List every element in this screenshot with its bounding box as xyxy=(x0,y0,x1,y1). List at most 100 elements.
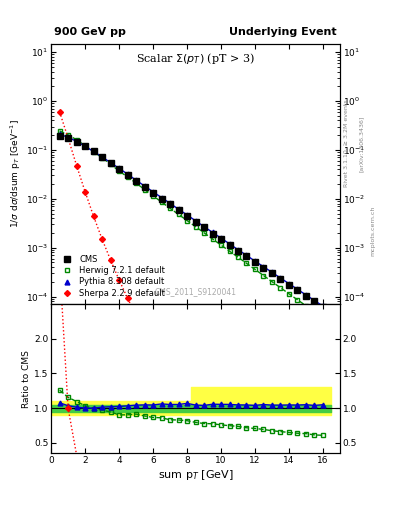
Line: Pythia 8.308 default: Pythia 8.308 default xyxy=(57,132,325,309)
Text: 900 GeV pp: 900 GeV pp xyxy=(54,27,126,37)
Sherpa 2.2.9 default xyxy=(66,135,70,141)
Pythia 8.308 default xyxy=(219,235,223,241)
Pythia 8.308 default xyxy=(91,148,96,155)
Pythia 8.308 default xyxy=(321,303,325,309)
CMS xyxy=(193,219,198,225)
Pythia 8.308 default xyxy=(286,281,291,287)
CMS xyxy=(176,207,181,214)
CMS xyxy=(253,259,257,265)
Herwig 7.2.1 default xyxy=(286,291,291,297)
Pythia 8.308 default xyxy=(117,165,121,172)
CMS xyxy=(134,178,138,184)
Text: CMS_2011_S9120041: CMS_2011_S9120041 xyxy=(154,287,237,296)
Pythia 8.308 default xyxy=(142,183,147,189)
Sherpa 2.2.9 default xyxy=(117,277,121,283)
Pythia 8.308 default xyxy=(100,154,105,160)
Herwig 7.2.1 default xyxy=(304,303,309,309)
Herwig 7.2.1 default xyxy=(236,254,241,260)
CMS xyxy=(321,304,325,310)
Pythia 8.308 default xyxy=(261,264,266,270)
Herwig 7.2.1 default xyxy=(227,248,232,254)
Herwig 7.2.1 default xyxy=(66,132,70,138)
CMS xyxy=(142,184,147,190)
Pythia 8.308 default xyxy=(66,134,70,140)
Herwig 7.2.1 default xyxy=(219,242,223,248)
CMS xyxy=(286,282,291,288)
CMS xyxy=(168,201,173,207)
Line: Herwig 7.2.1 default: Herwig 7.2.1 default xyxy=(57,129,325,320)
CMS xyxy=(261,265,266,271)
Herwig 7.2.1 default xyxy=(253,266,257,272)
CMS xyxy=(74,139,79,145)
Text: mcplots.cern.ch: mcplots.cern.ch xyxy=(370,205,375,255)
Herwig 7.2.1 default xyxy=(270,279,274,285)
Text: Scalar $\Sigma(p_T)$ (pT > 3): Scalar $\Sigma(p_T)$ (pT > 3) xyxy=(136,51,255,67)
Line: Sherpa 2.2.9 default: Sherpa 2.2.9 default xyxy=(57,110,155,349)
Pythia 8.308 default xyxy=(168,200,173,206)
Herwig 7.2.1 default xyxy=(261,272,266,279)
CMS xyxy=(108,160,113,166)
Herwig 7.2.1 default xyxy=(210,236,215,242)
Herwig 7.2.1 default xyxy=(57,128,62,134)
CMS xyxy=(66,135,70,141)
Sherpa 2.2.9 default xyxy=(134,312,138,318)
Herwig 7.2.1 default xyxy=(142,186,147,193)
Herwig 7.2.1 default xyxy=(83,143,87,149)
Herwig 7.2.1 default xyxy=(321,315,325,321)
Herwig 7.2.1 default xyxy=(278,285,283,291)
Pythia 8.308 default xyxy=(125,171,130,177)
Sherpa 2.2.9 default xyxy=(108,257,113,263)
Sherpa 2.2.9 default xyxy=(100,236,105,242)
Herwig 7.2.1 default xyxy=(202,230,206,236)
Pythia 8.308 default xyxy=(159,195,164,201)
CMS xyxy=(151,189,155,196)
CMS xyxy=(100,154,105,160)
Herwig 7.2.1 default xyxy=(244,260,249,266)
Herwig 7.2.1 default xyxy=(151,193,155,199)
CMS xyxy=(278,276,283,282)
CMS xyxy=(185,213,189,219)
Herwig 7.2.1 default xyxy=(91,148,96,155)
Sherpa 2.2.9 default xyxy=(83,188,87,195)
Text: [arXiv:1306.3436]: [arXiv:1306.3436] xyxy=(359,115,364,172)
Herwig 7.2.1 default xyxy=(159,199,164,205)
Pythia 8.308 default xyxy=(295,286,300,292)
CMS xyxy=(270,270,274,276)
Pythia 8.308 default xyxy=(202,224,206,230)
Herwig 7.2.1 default xyxy=(125,174,130,180)
CMS xyxy=(304,293,309,299)
Herwig 7.2.1 default xyxy=(295,297,300,303)
CMS xyxy=(210,230,215,237)
CMS xyxy=(227,242,232,248)
CMS xyxy=(125,172,130,178)
Herwig 7.2.1 default xyxy=(168,205,173,211)
Pythia 8.308 default xyxy=(227,241,232,247)
Pythia 8.308 default xyxy=(134,177,138,183)
CMS xyxy=(219,236,223,242)
CMS xyxy=(202,224,206,230)
Pythia 8.308 default xyxy=(304,292,309,298)
Pythia 8.308 default xyxy=(312,297,317,304)
CMS xyxy=(312,298,317,305)
Herwig 7.2.1 default xyxy=(108,161,113,167)
Pythia 8.308 default xyxy=(185,212,189,218)
CMS xyxy=(57,133,62,139)
Line: CMS: CMS xyxy=(57,133,326,310)
CMS xyxy=(83,143,87,150)
Pythia 8.308 default xyxy=(83,143,87,150)
CMS xyxy=(244,253,249,259)
CMS xyxy=(91,148,96,155)
CMS xyxy=(236,248,241,254)
Sherpa 2.2.9 default xyxy=(125,295,130,301)
Sherpa 2.2.9 default xyxy=(91,213,96,219)
Herwig 7.2.1 default xyxy=(117,168,121,174)
Pythia 8.308 default xyxy=(278,275,283,281)
CMS xyxy=(117,166,121,172)
Legend: CMS, Herwig 7.2.1 default, Pythia 8.308 default, Sherpa 2.2.9 default: CMS, Herwig 7.2.1 default, Pythia 8.308 … xyxy=(55,253,168,300)
Herwig 7.2.1 default xyxy=(74,137,79,143)
Pythia 8.308 default xyxy=(244,252,249,259)
X-axis label: sum p$_T$ [GeV]: sum p$_T$ [GeV] xyxy=(158,467,233,482)
Herwig 7.2.1 default xyxy=(193,224,198,230)
CMS xyxy=(295,287,300,293)
Pythia 8.308 default xyxy=(151,189,155,195)
